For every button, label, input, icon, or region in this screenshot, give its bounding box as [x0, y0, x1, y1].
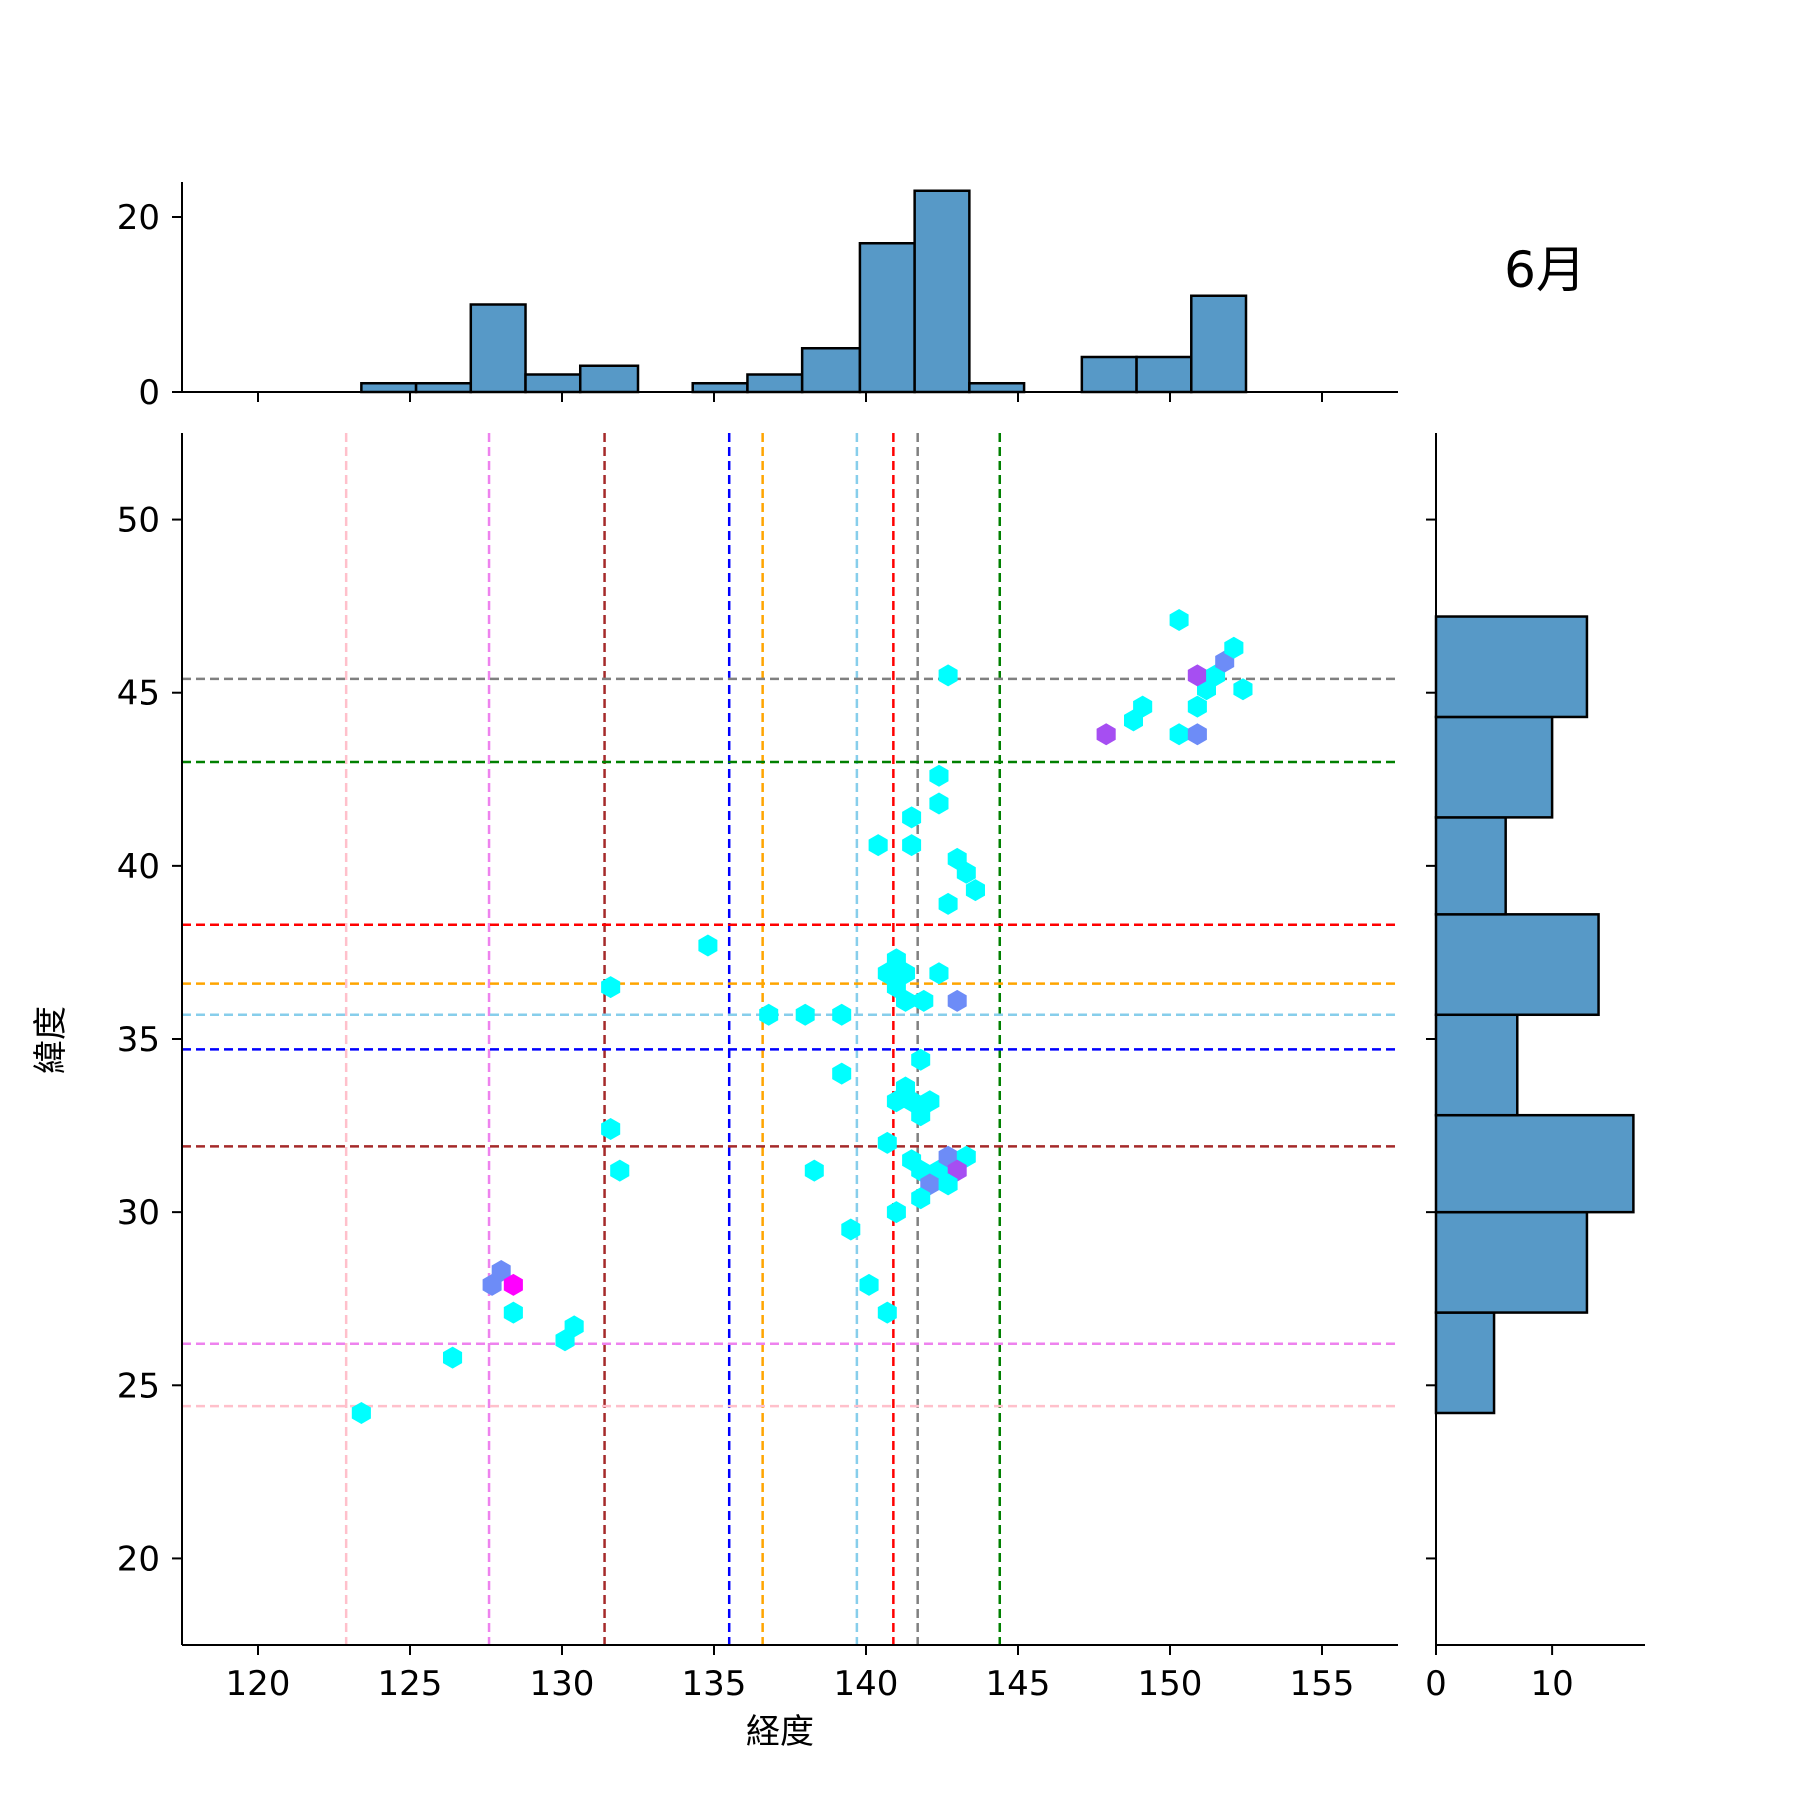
x-tick-label: 125	[378, 1664, 443, 1704]
top-histogram-bar	[746, 373, 804, 394]
right-histogram-bar	[1434, 615, 1589, 719]
right-histogram-bar	[1434, 1210, 1589, 1314]
right-histogram-bar	[1434, 816, 1507, 916]
hexbin-cell	[1233, 678, 1253, 701]
hexbin-cell	[601, 1118, 621, 1140]
hexbin-cell	[503, 1301, 523, 1324]
hexbin-cell	[601, 976, 621, 999]
top-histogram-bar	[1080, 355, 1138, 394]
hexbin-cell	[868, 834, 888, 857]
hexbin-cell	[564, 1315, 584, 1338]
hexbin-cell	[956, 861, 976, 884]
hexbin-cell	[965, 879, 985, 902]
hexbin-cell	[832, 1003, 852, 1026]
x-tick-label: 140	[834, 1664, 899, 1704]
y-tick-label: 30	[117, 1193, 160, 1233]
hexbin-cell	[911, 1187, 931, 1210]
hexbin-cell	[886, 1090, 906, 1113]
top-histogram-bar	[913, 189, 971, 394]
hexbin-cell	[896, 989, 915, 1012]
right-hist-x-tick-label: 10	[1530, 1664, 1573, 1704]
hexbin-cell	[491, 1260, 511, 1282]
y-tick-label: 20	[117, 1539, 160, 1579]
y-tick-label: 45	[117, 674, 160, 714]
hexbin-cell	[938, 664, 958, 687]
hexbin-cell	[1187, 723, 1207, 746]
y-tick-label: 25	[117, 1366, 160, 1406]
hexbin-cell	[902, 806, 922, 829]
hexbin-cell	[1096, 723, 1116, 746]
right-marginal-histogram: 0 10	[1425, 433, 1645, 1704]
top-histogram-bar	[691, 382, 749, 394]
hexbin-cell	[443, 1346, 463, 1369]
hexbin-cell	[902, 834, 922, 857]
hexbin-cell	[1224, 636, 1244, 659]
right-histogram-bar	[1434, 913, 1600, 1017]
top-histogram-bar	[360, 382, 418, 394]
hexbin-cell	[1187, 695, 1207, 718]
y-tick-label: 40	[117, 847, 160, 887]
right-histogram-bar	[1434, 1311, 1496, 1415]
hexbin-cell	[698, 934, 718, 957]
right-histogram-bar	[1434, 1113, 1635, 1214]
top-histogram-bar	[524, 373, 582, 394]
hexbin-cell	[886, 1201, 906, 1224]
hexbin-cell	[911, 1048, 931, 1071]
top-histogram-bar	[578, 364, 640, 394]
hexbin-cell	[503, 1273, 523, 1296]
top-marginal-histogram: 0 20	[117, 182, 1398, 413]
hexbin-cell	[1187, 664, 1207, 687]
x-tick-label: 120	[226, 1664, 291, 1704]
top-hist-y-tick-label: 0	[138, 373, 160, 413]
top-histogram-bar	[469, 303, 527, 394]
hexbin-cell	[938, 1173, 958, 1196]
x-tick-label: 145	[986, 1664, 1051, 1704]
hexbin-cell	[1133, 695, 1153, 718]
hexbin-cell	[947, 989, 967, 1012]
hexbin-cell	[929, 792, 949, 815]
right-histogram-bar	[1434, 1013, 1519, 1117]
hexbin-cell	[804, 1159, 824, 1182]
top-hist-y-tick-label: 20	[117, 198, 160, 238]
top-histogram-bar	[968, 382, 1026, 394]
chart-title: 6月	[1504, 241, 1586, 299]
y-tick-label: 50	[117, 501, 160, 541]
top-histogram-bar	[1135, 355, 1193, 394]
y-tick-label: 35	[117, 1020, 160, 1060]
right-hist-x-tick-label: 0	[1425, 1664, 1447, 1704]
hexbin-cell	[841, 1218, 861, 1241]
y-axis-label: 緯度	[31, 1006, 71, 1074]
hexbin-cell	[1169, 609, 1189, 631]
main-hexbin-plot: 120 125 130 135 140 145 150 155 20 25 30 35 40 45 50	[117, 433, 1398, 1704]
hexbin-cell	[914, 989, 934, 1012]
x-tick-label: 150	[1138, 1664, 1203, 1704]
hexbin-cell	[832, 1062, 852, 1085]
right-histogram-bar	[1434, 715, 1554, 819]
hexbin-cell	[877, 1131, 897, 1154]
top-histogram-bar	[1190, 294, 1248, 394]
x-tick-label: 130	[530, 1664, 595, 1704]
hexbin-cell	[859, 1273, 879, 1296]
hexbin-cell	[351, 1402, 371, 1424]
x-tick-label: 155	[1290, 1664, 1355, 1704]
x-tick-label: 135	[682, 1664, 747, 1704]
hexbin-cell	[911, 1104, 931, 1127]
top-histogram-bar	[414, 382, 473, 394]
hexbin-cell	[759, 1003, 779, 1026]
top-histogram-bar	[858, 242, 916, 394]
hexbin-cell	[938, 892, 958, 915]
top-histogram-bar	[800, 347, 862, 394]
hexbin-cell	[929, 764, 949, 787]
hexbin-cell	[795, 1003, 815, 1026]
hexbin-cell	[877, 1301, 897, 1324]
hexbin-cell	[1169, 723, 1189, 746]
hexbin-cell	[929, 962, 949, 985]
x-axis-label: 経度	[746, 1712, 814, 1752]
hexbin-cell	[610, 1159, 630, 1182]
